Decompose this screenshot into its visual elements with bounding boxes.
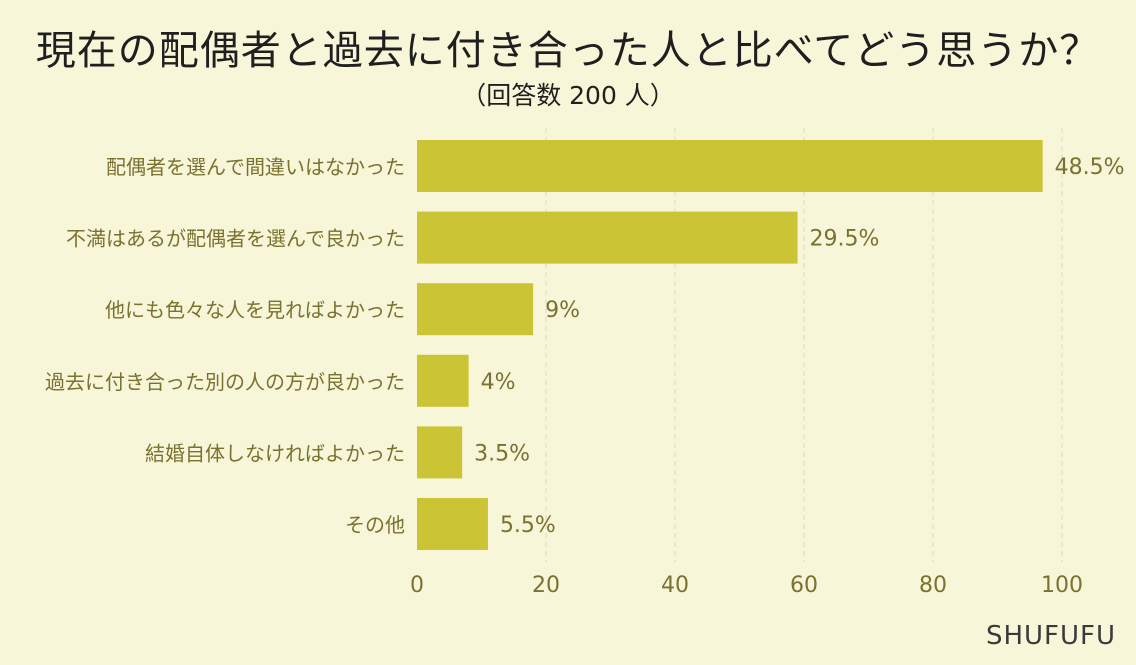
- category-label: 不満はあるが配偶者を選んで良かった: [66, 227, 405, 251]
- x-tick-label: 0: [410, 573, 424, 598]
- category-label: 他にも色々な人を見ればよかった: [105, 298, 405, 322]
- value-label: 3.5%: [474, 441, 530, 466]
- category-label: 過去に付き合った別の人の方が良かった: [45, 370, 405, 394]
- value-label: 4%: [481, 370, 516, 395]
- bars: [417, 140, 1043, 550]
- bar: [417, 140, 1043, 192]
- brand-logo-text: SHUFUFU: [985, 621, 1116, 651]
- chart-subtitle: （回答数 200 人）: [461, 81, 675, 110]
- x-axis-ticks: 0 20 40 60 80 100: [410, 573, 1083, 598]
- bar: [417, 498, 488, 550]
- value-label: 48.5%: [1055, 155, 1125, 180]
- bar: [417, 283, 534, 336]
- x-tick-label: 20: [532, 573, 560, 598]
- bar: [417, 426, 463, 479]
- category-label: 結婚自体しなければよかった: [145, 441, 405, 465]
- bar: [417, 211, 798, 264]
- x-tick-label: 100: [1041, 573, 1083, 598]
- value-label: 29.5%: [810, 227, 880, 252]
- value-label: 9%: [545, 298, 580, 323]
- category-labels: 配偶者を選んで間違いはなかった不満はあるが配偶者を選んで良かった他にも色々な人を…: [45, 155, 405, 537]
- x-tick-label: 40: [661, 573, 689, 598]
- x-tick-label: 80: [919, 573, 947, 598]
- chart-title: 現在の配偶者と過去に付き合った人と比べてどう思うか？: [35, 28, 1101, 74]
- grid-lines: [545, 128, 1063, 562]
- value-label: 5.5%: [500, 513, 556, 538]
- category-label: 配偶者を選んで間違いはなかった: [106, 155, 405, 179]
- bar: [417, 354, 469, 407]
- x-tick-label: 60: [790, 573, 818, 598]
- value-labels: 48.5% 29.5% 9% 4% 3.5% 5.5%: [474, 155, 1124, 538]
- category-label: その他: [345, 513, 405, 537]
